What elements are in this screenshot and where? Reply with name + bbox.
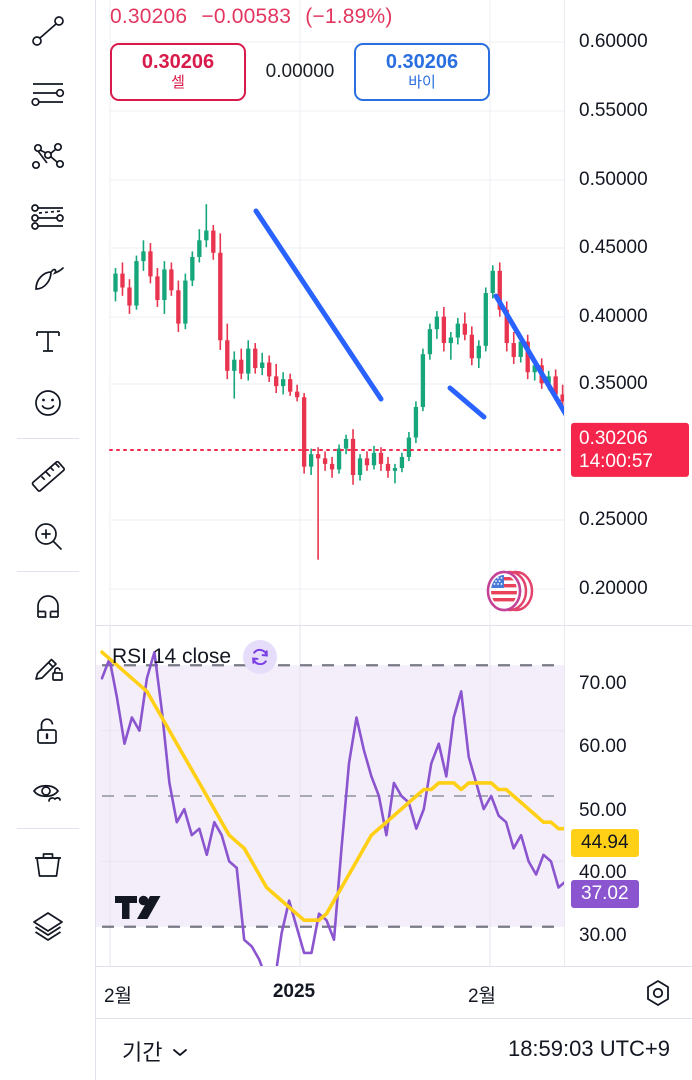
price-tick: 0.55000 <box>579 100 648 121</box>
rsi-ma-value-badge[interactable]: 44.94 <box>571 829 639 857</box>
trend-line-tool[interactable] <box>0 0 96 62</box>
rsi-tick: 70.00 <box>579 673 627 694</box>
refresh-icon[interactable] <box>243 640 278 674</box>
price-tick: 0.40000 <box>579 306 648 327</box>
rsi-tick: 40.00 <box>579 862 627 883</box>
period-label: 기간 <box>122 1040 163 1065</box>
tradingview-logo-icon <box>114 894 172 933</box>
lock-drawings-toggle[interactable] <box>0 700 96 762</box>
last-price-badge-countdown: 14:00:57 <box>579 451 653 472</box>
buy-button[interactable]: 0.30206 바이 <box>354 43 490 101</box>
price-scale[interactable]: 0.60000 0.55000 0.50000 0.45000 0.40000 0.350… <box>564 0 692 625</box>
rsi-tick: 30.00 <box>579 925 627 946</box>
brush-tool[interactable] <box>0 248 96 310</box>
drawing-toolbar <box>0 0 96 1080</box>
quote-summary: 0.30206 −0.00583 (−1.89%) <box>110 5 393 29</box>
time-tick: 2월 <box>467 986 497 1007</box>
period-dropdown[interactable]: 기간 <box>122 1035 189 1067</box>
sell-price: 0.30206 <box>141 50 215 73</box>
chart-settings-hexagon-icon[interactable] <box>642 977 674 1014</box>
time-tick: 2월 <box>103 986 133 1007</box>
chart-area[interactable]: 0.30206 −0.00583 (−1.89%) 0.30206 셀 0.00… <box>96 0 692 1080</box>
chart-footer: 기간 18:59:03 UTC+9 <box>96 1018 692 1080</box>
price-tick: 0.50000 <box>579 169 648 190</box>
sell-label: 셀 <box>171 73 185 91</box>
horizontal-lines-tool[interactable] <box>0 62 96 124</box>
usd-coin-watermark-icon <box>464 566 540 621</box>
rsi-tick: 60.00 <box>579 736 627 757</box>
price-tick: 0.25000 <box>579 509 648 530</box>
emoji-tool[interactable] <box>0 372 96 434</box>
text-tool[interactable] <box>0 310 96 372</box>
quote-header: 0.30206 −0.00583 (−1.89%) 0.30206 셀 0.00… <box>96 0 692 110</box>
price-tick: 0.20000 <box>579 578 648 599</box>
last-price: 0.30206 <box>110 5 188 28</box>
hide-drawings-toggle[interactable] <box>0 762 96 824</box>
chevron-down-icon <box>171 1038 189 1064</box>
zoom-in-tool[interactable] <box>0 505 96 567</box>
toolbar-divider-1 <box>16 438 79 439</box>
remove-drawings-button[interactable] <box>0 833 96 895</box>
object-tree-button[interactable] <box>0 895 96 957</box>
measure-tool[interactable] <box>0 443 96 505</box>
magnet-mode-toggle[interactable] <box>0 576 96 638</box>
time-scale[interactable]: 2월 2025 2월 <box>96 966 692 1018</box>
rsi-legend-label: RSI 14 close <box>112 645 232 668</box>
price-change-percent: (−1.89%) <box>305 5 393 28</box>
toolbar-divider-2 <box>16 571 79 572</box>
rsi-legend[interactable]: RSI 14 close <box>112 640 278 674</box>
toolbar-divider-3 <box>16 828 79 829</box>
rsi-scale[interactable]: 70.00 60.00 50.00 40.00 30.00 44.94 37.02 <box>564 626 692 966</box>
buy-label: 바이 <box>408 73 436 91</box>
spread-value: 0.00000 <box>265 61 335 82</box>
clock-utc-label: 18:59:03 UTC+9 <box>507 1036 670 1061</box>
stay-in-drawing-mode-toggle[interactable] <box>0 638 96 700</box>
order-buttons-row: 0.30206 셀 0.00000 0.30206 바이 <box>110 43 490 101</box>
price-tick: 0.60000 <box>579 31 648 52</box>
rsi-value-badge[interactable]: 37.02 <box>571 880 639 908</box>
sell-button[interactable]: 0.30206 셀 <box>110 43 246 101</box>
price-change: −0.00583 <box>201 5 292 28</box>
time-tick: 2025 <box>272 981 316 1002</box>
pane-divider[interactable] <box>96 625 692 626</box>
pitchfork-tool[interactable] <box>0 124 96 186</box>
fib-retracement-tool[interactable] <box>0 186 96 248</box>
buy-price: 0.30206 <box>385 50 459 73</box>
price-tick: 0.35000 <box>579 373 648 394</box>
rsi-tick: 50.00 <box>579 800 627 821</box>
price-tick: 0.45000 <box>579 237 648 258</box>
last-price-badge[interactable]: 0.30206 14:00:57 <box>571 422 689 478</box>
last-price-badge-price: 0.30206 <box>579 427 648 449</box>
